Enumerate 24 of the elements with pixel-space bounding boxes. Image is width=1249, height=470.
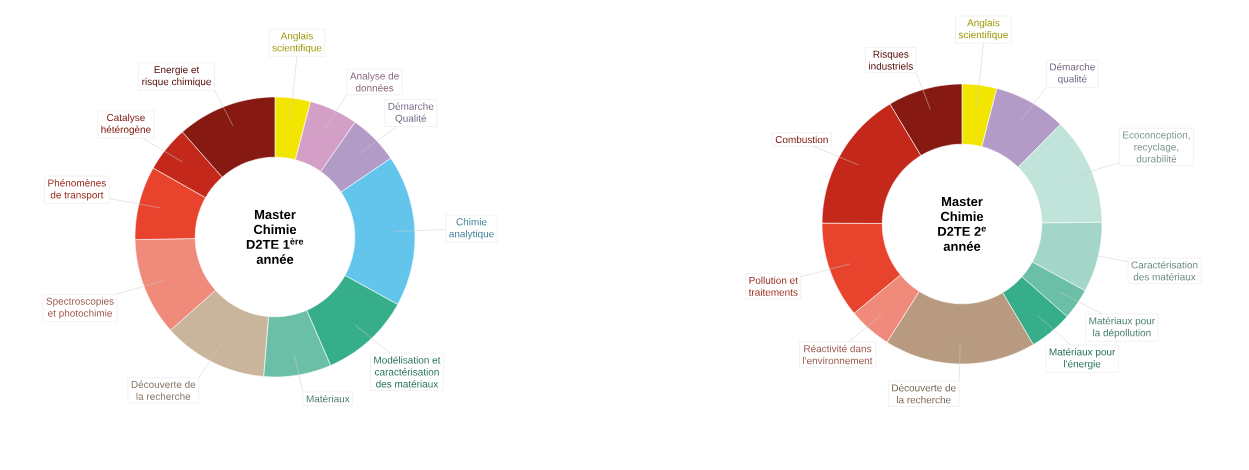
slice-label: Analyse de données	[349, 72, 399, 92]
slice-label: Phénomènes de transport	[48, 179, 106, 201]
slice-label: Combustion	[775, 135, 828, 144]
slice-label: Modélisation et caractérisation des matériaux	[374, 356, 441, 388]
slice-label: Anglais scientifique	[958, 19, 1008, 41]
slice-label: Démarche Qualité	[388, 102, 434, 124]
slice-label: Chimie analytique	[449, 218, 494, 240]
text: Master Chimie D2TE 2$^{e}$ année	[938, 197, 986, 251]
slice-label: Matériaux pour la dépollution	[1089, 316, 1155, 339]
slice-label: Pollution et traitements	[748, 276, 798, 296]
slice-label: Démarche qualité	[1050, 63, 1095, 85]
slice-label: Ecoconception, recyclage, durabilité	[1123, 131, 1190, 163]
slice-label: Catalyse hétérogène	[101, 113, 151, 135]
slice-label: Découverte de la recherche	[131, 380, 196, 400]
slice-label: Spectroscopies et photochimie	[46, 297, 114, 319]
slice-label: Matériaux pour l'énergie	[1049, 348, 1116, 370]
slice-label: Risques industriels	[869, 50, 913, 70]
text: Master Chimie D2TE 1$^{ère}$ année	[246, 210, 304, 264]
slice-label: Matériaux	[306, 394, 350, 403]
slice-label: Anglais scientifique	[272, 32, 322, 54]
slice-label: Energie et risque chimique	[142, 65, 211, 88]
slice-label: Découverte de la recherche	[892, 383, 956, 404]
slice-label: Caractérisation des matériaux	[1131, 261, 1198, 281]
slice-label: Réactivité dans l'environnement	[803, 344, 873, 365]
